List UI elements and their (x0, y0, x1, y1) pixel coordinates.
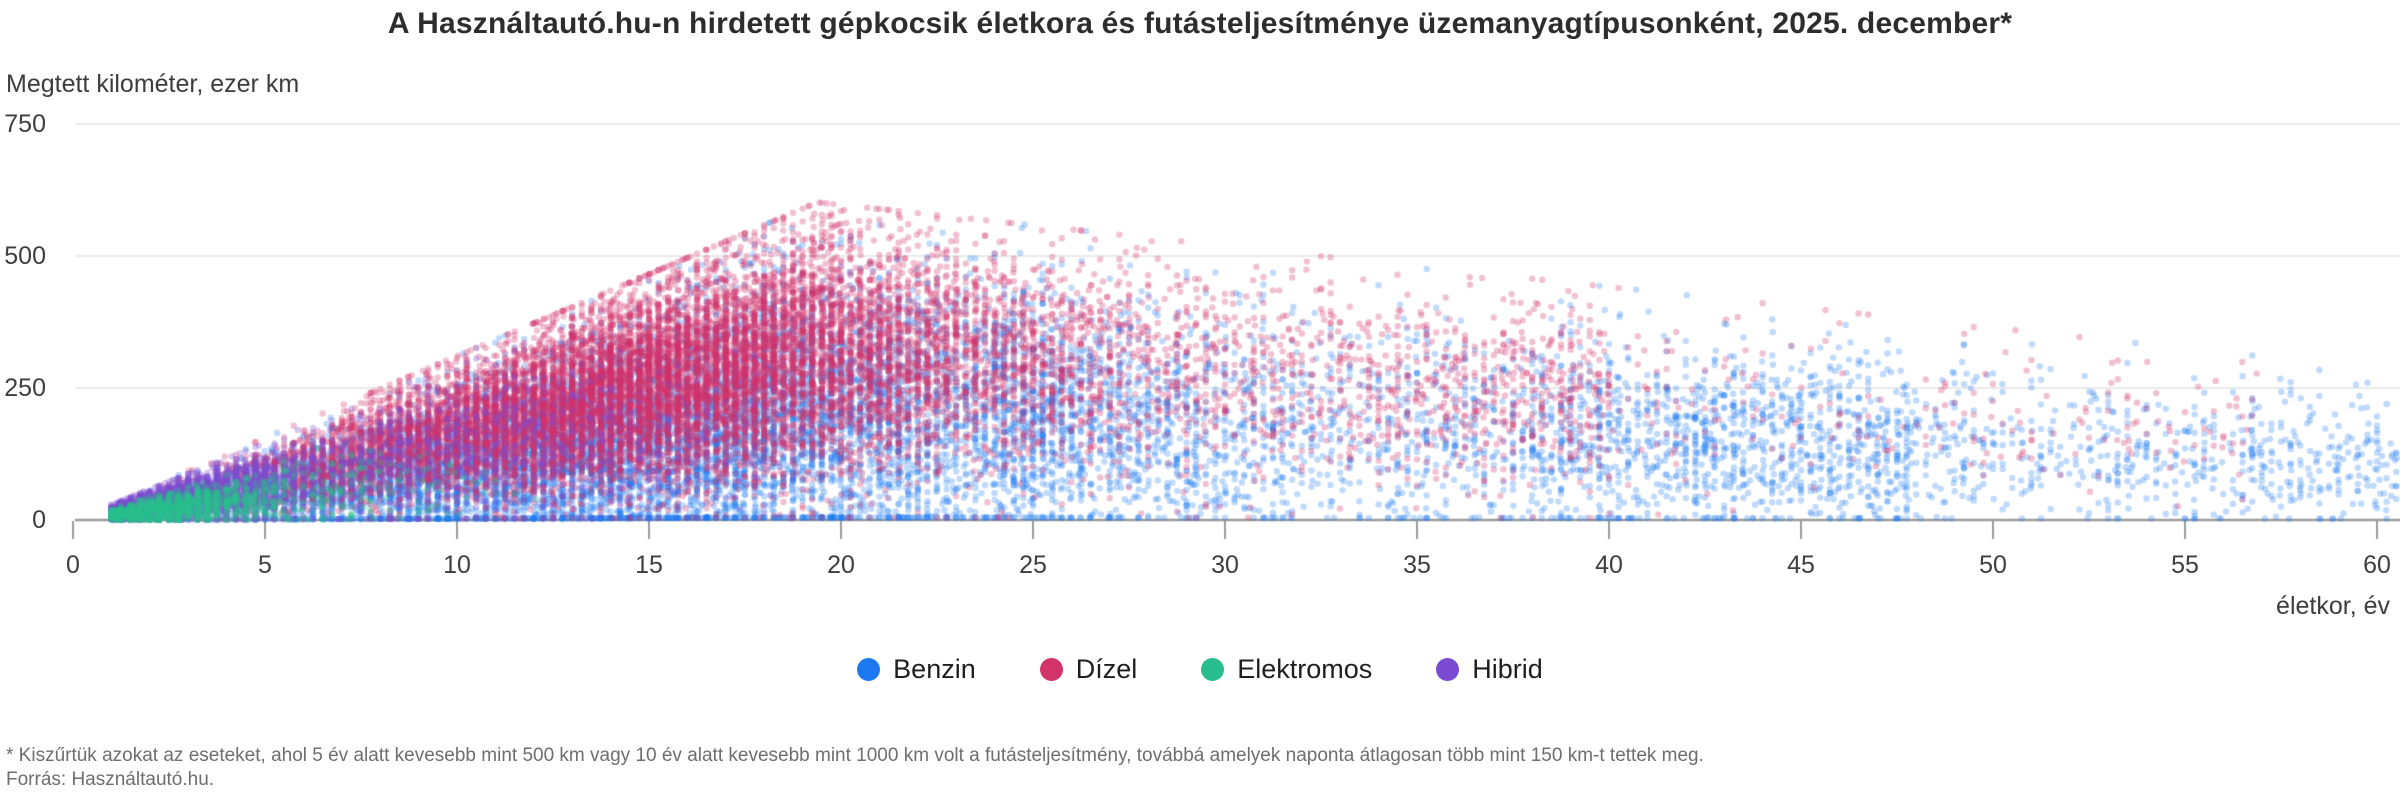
x-tick-label: 25 (1019, 551, 1047, 579)
y-tick-label: 750 (4, 110, 46, 138)
legend-dot-icon (1436, 658, 1460, 681)
x-tick-label: 40 (1595, 551, 1623, 579)
x-tick-label: 0 (66, 551, 80, 579)
x-tick-label: 30 (1211, 551, 1239, 579)
x-tick-label: 35 (1403, 551, 1431, 579)
x-tick-label: 15 (635, 551, 663, 579)
y-tick-label: 500 (4, 242, 46, 270)
legend-item-hibrid: Hibrid (1436, 654, 1543, 685)
legend-label: Hibrid (1472, 654, 1543, 684)
x-tick-label: 55 (2171, 551, 2199, 579)
legend-dot-icon (1039, 658, 1063, 681)
legend: Benzin Dízel Elektromos Hibrid (0, 654, 2400, 685)
legend-label: Benzin (893, 654, 976, 684)
legend-item-dízel: Dízel (1039, 654, 1138, 685)
x-tick-label: 45 (1787, 551, 1815, 579)
source-line: Forrás: Használtautó.hu. (6, 769, 215, 790)
legend-label: Elektromos (1237, 654, 1373, 684)
x-tick-label: 50 (1979, 551, 2007, 579)
legend-dot-icon (857, 658, 881, 681)
legend-item-benzin: Benzin (857, 654, 976, 685)
x-tick-label: 60 (2363, 551, 2391, 579)
legend-item-elektromos: Elektromos (1201, 654, 1372, 685)
x-tick-label: 20 (827, 551, 855, 579)
legend-label: Dízel (1075, 654, 1138, 684)
x-tick-label: 10 (443, 551, 471, 579)
footnote: * Kiszűrtük azokat az eseteket, ahol 5 é… (6, 745, 1704, 766)
y-tick-label: 0 (32, 506, 46, 534)
x-axis-title: életkor, év (2276, 592, 2390, 620)
x-tick-label: 5 (258, 551, 272, 579)
y-tick-label: 250 (4, 374, 46, 402)
legend-dot-icon (1201, 658, 1225, 681)
